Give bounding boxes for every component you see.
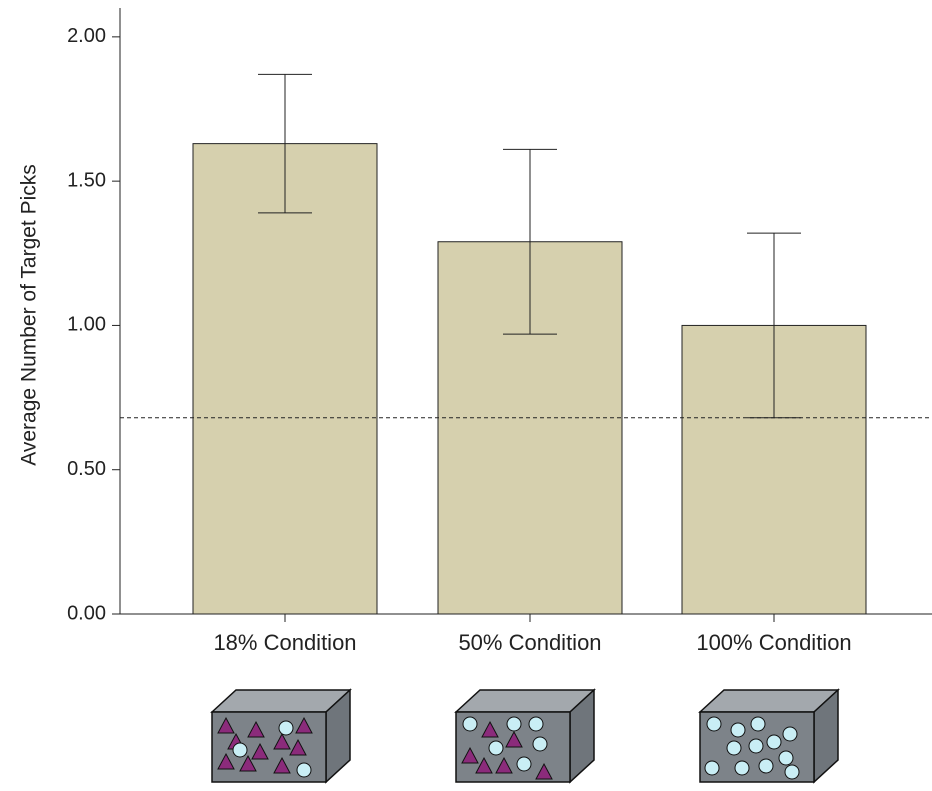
y-tick-label: 0.50 <box>67 458 106 480</box>
y-tick-label: 2.00 <box>67 25 106 47</box>
x-tick-label: 50% Condition <box>458 630 601 655</box>
circle-icon <box>767 735 781 749</box>
x-tick-label: 18% Condition <box>213 630 356 655</box>
circle-icon <box>489 741 503 755</box>
y-tick-label: 1.00 <box>67 314 106 336</box>
condition-box <box>700 690 838 782</box>
circle-icon <box>507 717 521 731</box>
condition-box <box>212 690 350 782</box>
circle-icon <box>529 717 543 731</box>
chart: Average Number of Target Picks 0.00 0.50 1… <box>0 0 932 791</box>
condition-box <box>456 690 594 782</box>
circle-icon <box>707 717 721 731</box>
y-axis-label: Average Number of Target Picks <box>18 164 41 466</box>
circle-icon <box>759 759 773 773</box>
circle-icon <box>517 757 531 771</box>
circle-icon <box>735 761 749 775</box>
circle-icon <box>751 717 765 731</box>
bar <box>193 144 377 614</box>
circle-icon <box>779 751 793 765</box>
circle-icon <box>727 741 741 755</box>
circle-icon <box>749 739 763 753</box>
circle-icon <box>463 717 477 731</box>
circle-icon <box>705 761 719 775</box>
circle-icon <box>233 743 247 757</box>
x-tick-label: 100% Condition <box>696 630 851 655</box>
circle-icon <box>297 763 311 777</box>
circle-icon <box>731 723 745 737</box>
y-tick-label: 1.50 <box>67 169 106 191</box>
circle-icon <box>533 737 547 751</box>
circle-icon <box>783 727 797 741</box>
y-tick-label: 0.00 <box>67 602 106 624</box>
circle-icon <box>785 765 799 779</box>
circle-icon <box>279 721 293 735</box>
